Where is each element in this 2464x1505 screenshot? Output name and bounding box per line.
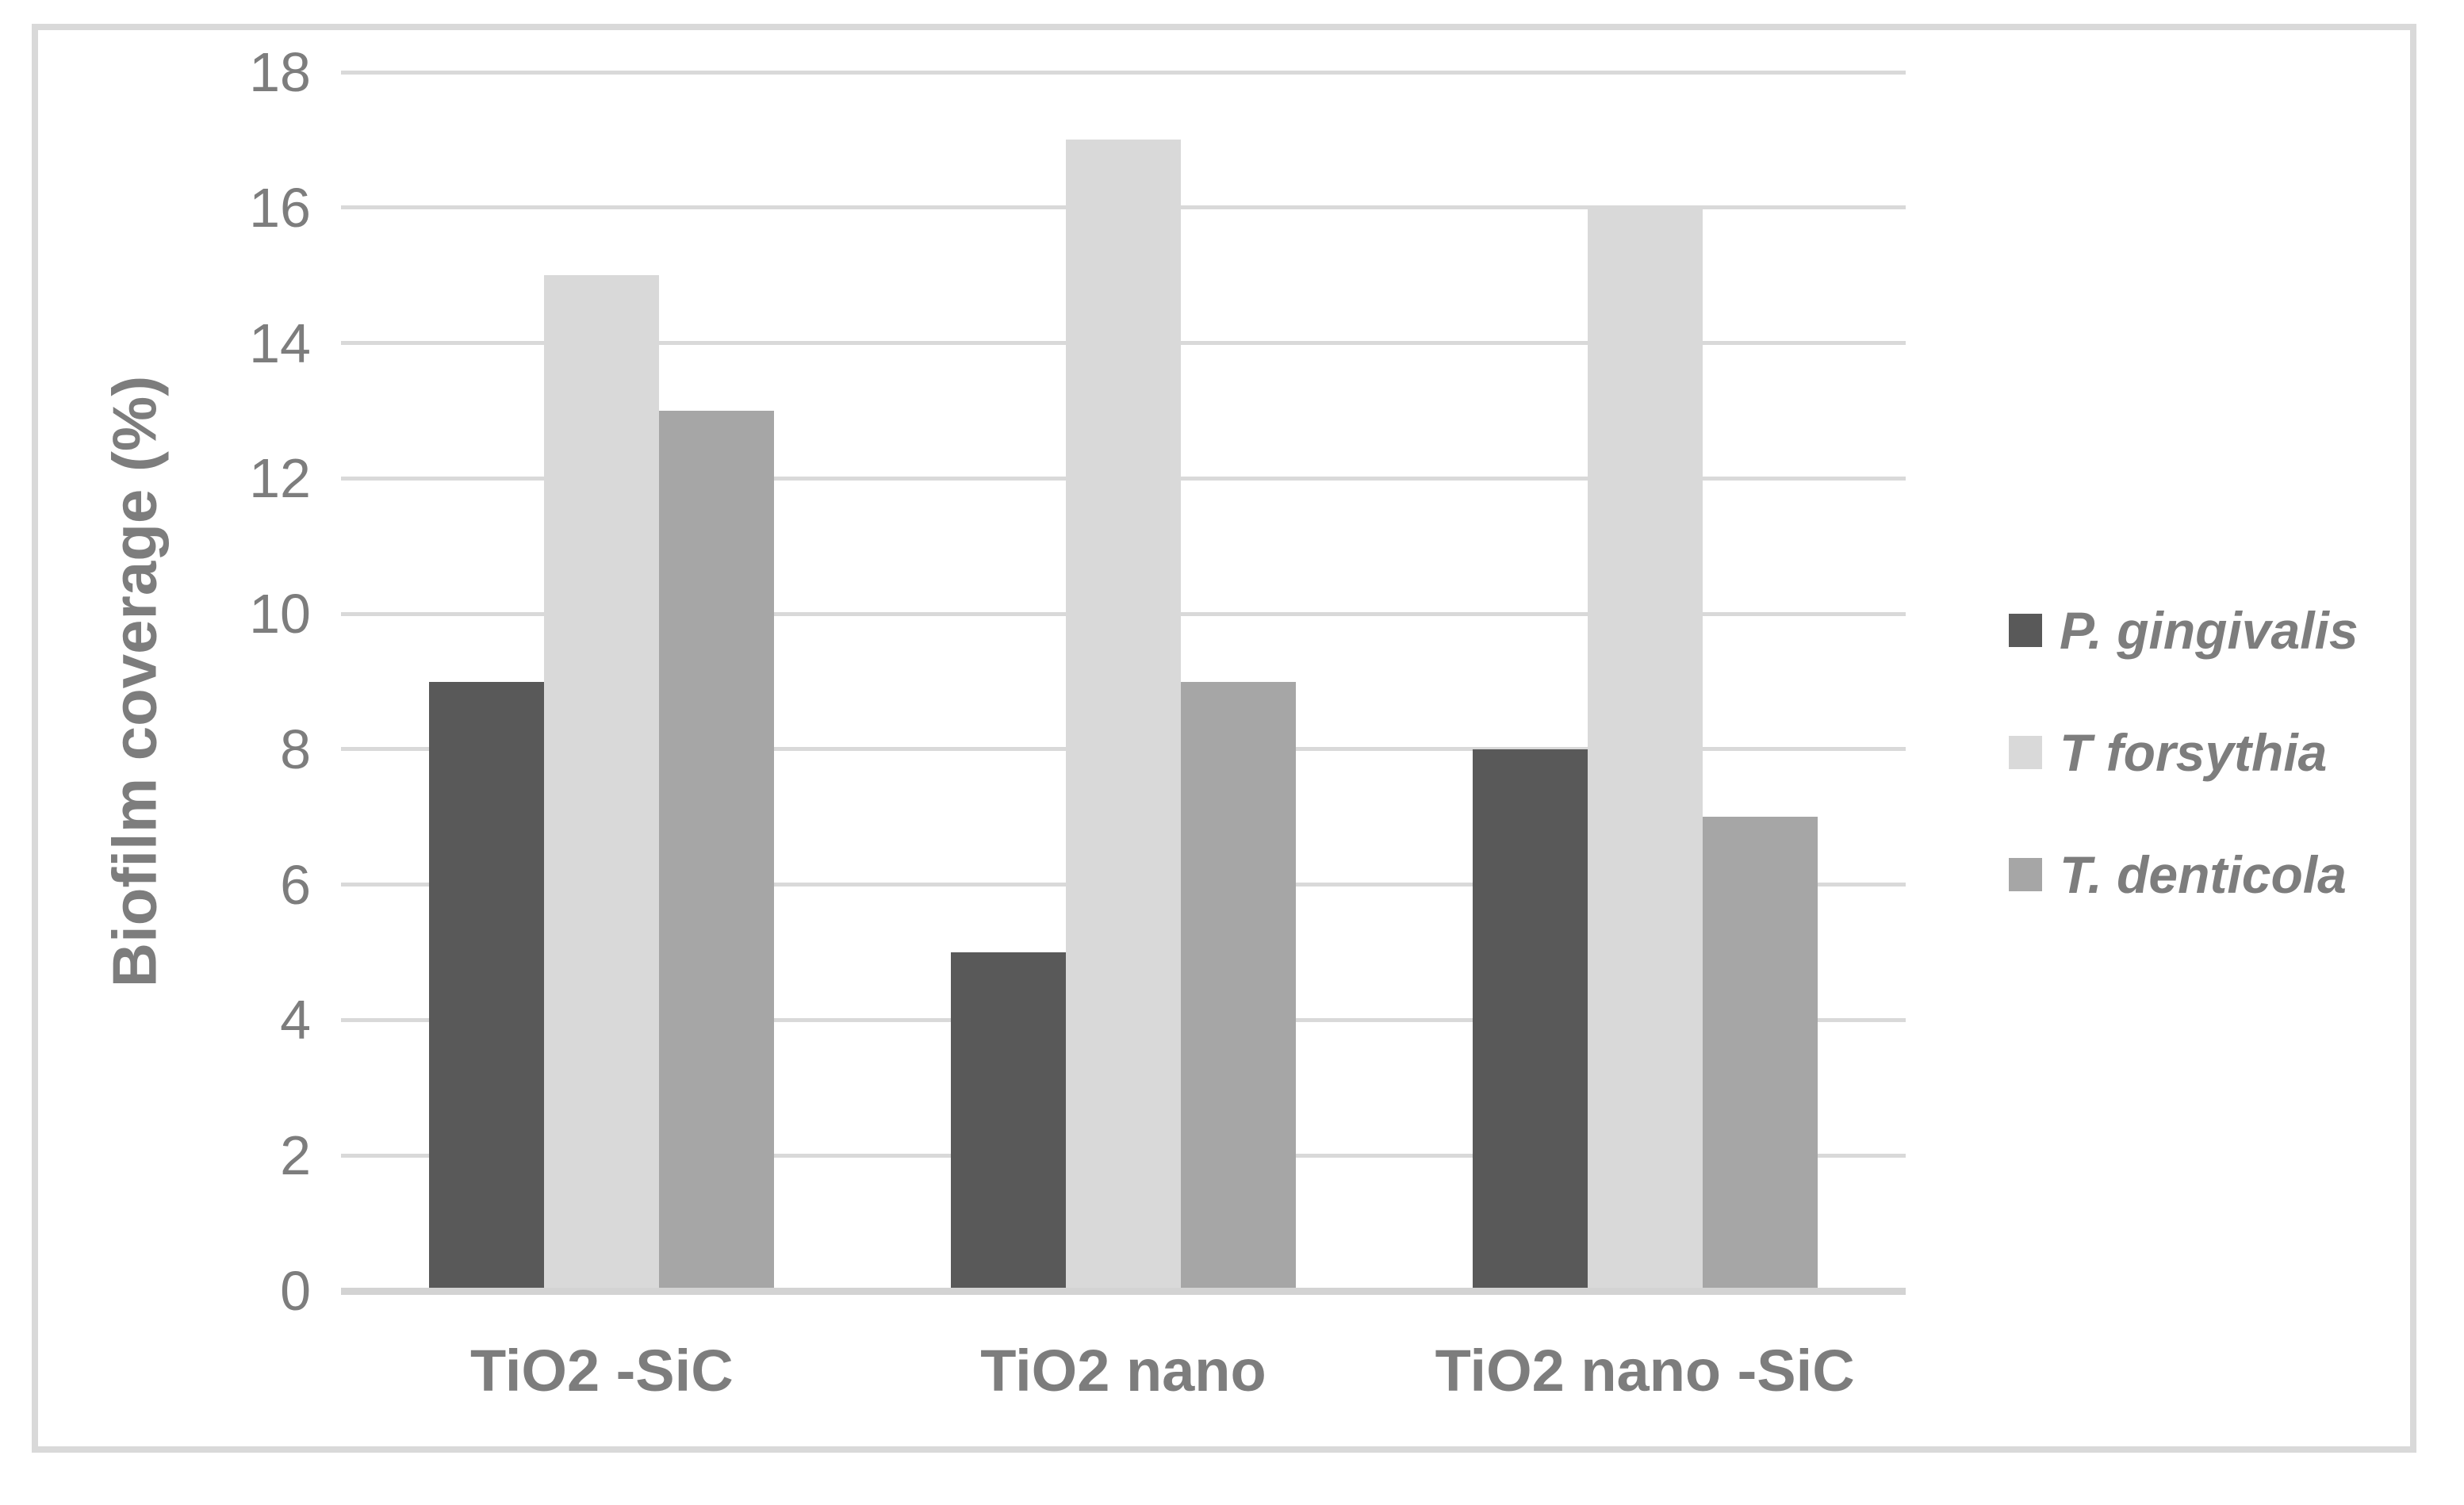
- y-tick-label: 6: [280, 853, 311, 916]
- x-category-label: TiO2 nano: [980, 1338, 1266, 1404]
- legend-item: P. gingivalis: [2009, 591, 2359, 670]
- bar: [544, 275, 660, 1291]
- bar: [1472, 749, 1588, 1291]
- y-tick-label: 16: [249, 176, 311, 239]
- bar: [951, 952, 1066, 1291]
- bar: [1066, 140, 1181, 1291]
- x-axis-line: [341, 1288, 1906, 1295]
- gridline: [341, 70, 1906, 75]
- legend-item: T. denticola: [2009, 835, 2347, 914]
- legend-swatch: [2009, 736, 2042, 769]
- legend-label: P. gingivalis: [2060, 601, 2359, 660]
- bar: [1181, 681, 1296, 1291]
- y-tick-label: 18: [249, 41, 311, 103]
- bar: [1587, 207, 1703, 1291]
- legend-swatch: [2009, 858, 2042, 891]
- y-tick-label: 10: [249, 583, 311, 645]
- y-tick-label: 0: [280, 1260, 311, 1322]
- x-category-label: TiO2 nano -SiC: [1435, 1338, 1855, 1404]
- bar: [1702, 817, 1818, 1291]
- bar: [429, 681, 545, 1291]
- y-tick-label: 2: [280, 1124, 311, 1187]
- legend-label: T forsythia: [2060, 723, 2328, 782]
- y-tick-label: 12: [249, 447, 311, 510]
- y-axis-title-wrap: Biofilm coverage (%): [67, 72, 202, 1291]
- y-tick-label: 4: [280, 989, 311, 1051]
- legend-label: T. denticola: [2060, 845, 2347, 904]
- y-tick-label: 8: [280, 718, 311, 780]
- y-tick-label: 14: [249, 312, 311, 374]
- x-category-label: TiO2 -SiC: [469, 1338, 734, 1404]
- legend-item: T forsythia: [2009, 713, 2327, 792]
- bar: [659, 410, 775, 1291]
- legend-swatch: [2009, 614, 2042, 647]
